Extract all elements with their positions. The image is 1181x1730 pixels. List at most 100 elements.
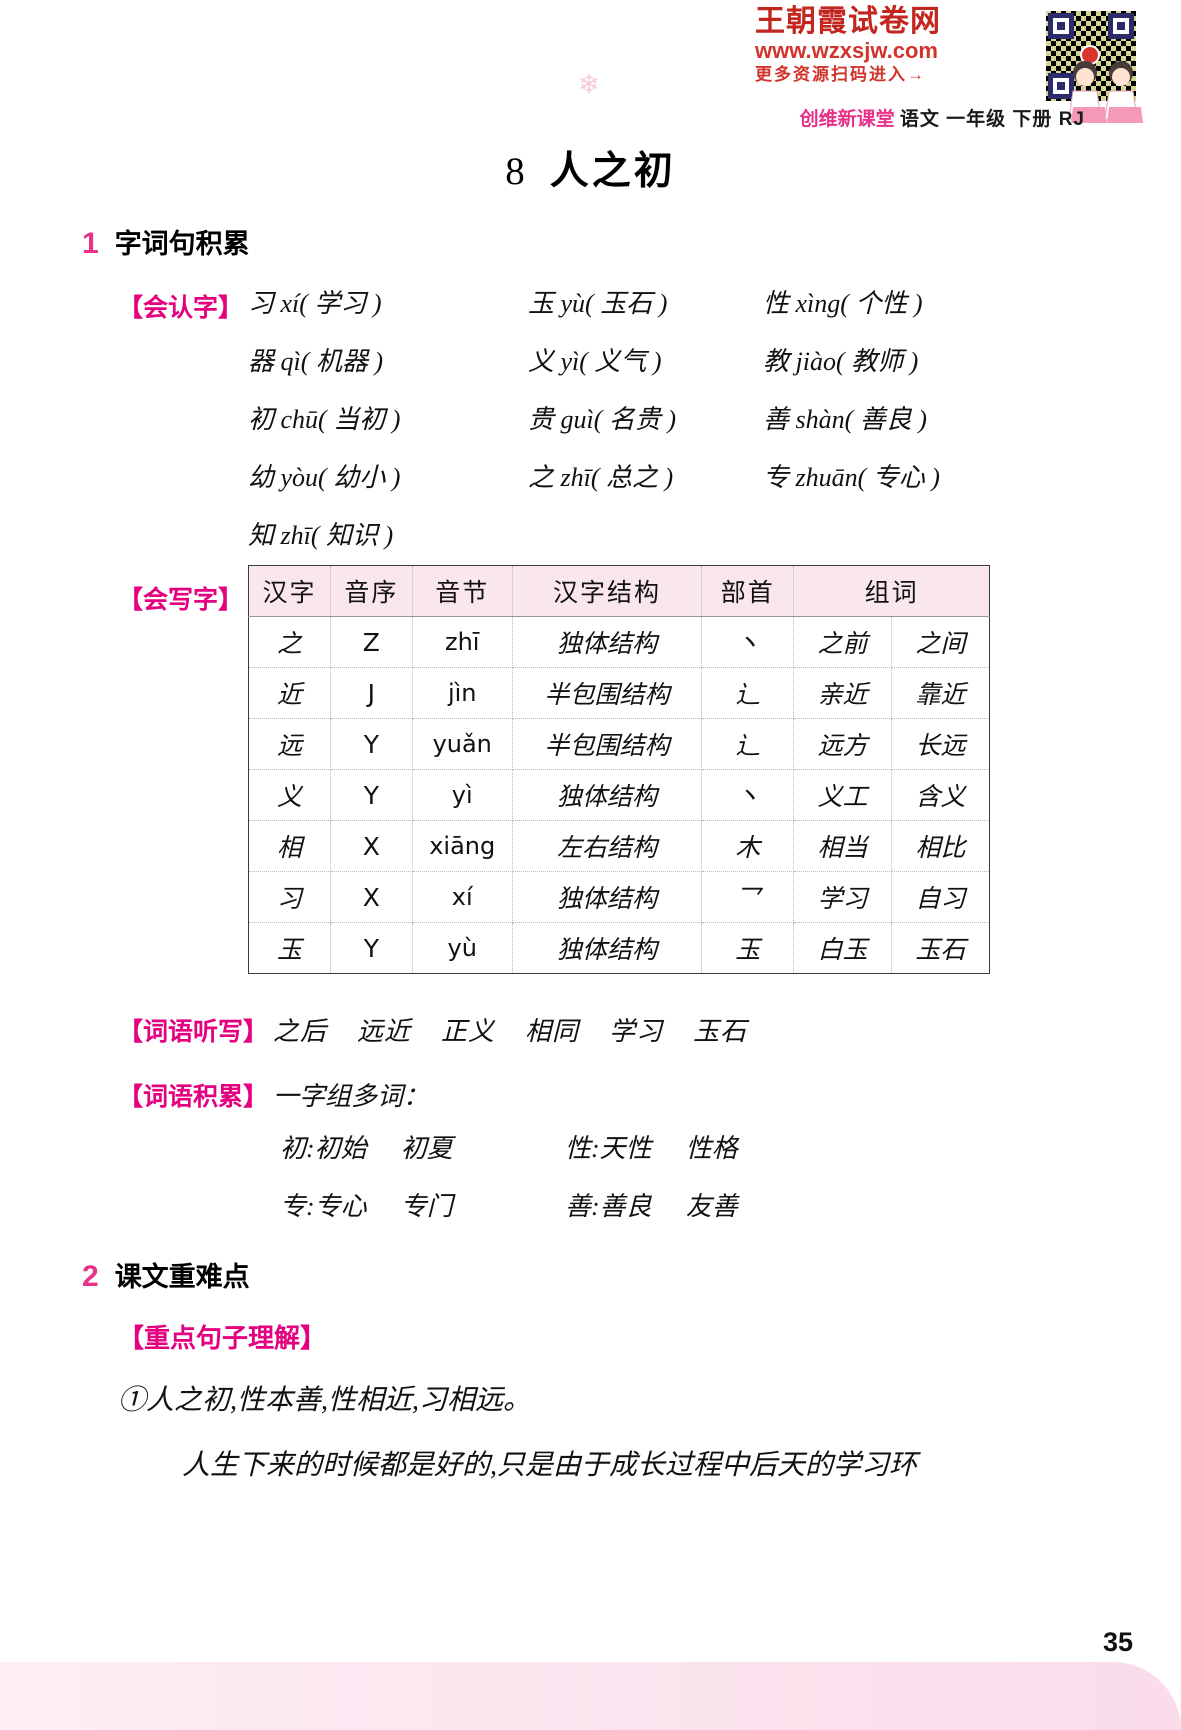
cell-zuci-1: 亲近 <box>793 667 893 719</box>
cell-jiegou: 独体结构 <box>511 922 703 974</box>
cell-bushou: 丶 <box>701 769 795 821</box>
cell-zuci-2: 玉石 <box>891 922 990 974</box>
cell-jiegou: 独体结构 <box>511 616 703 668</box>
lesson-number: 8 <box>505 150 528 193</box>
cell-yinxu: J <box>329 667 413 719</box>
cell-hanzi: 习 <box>248 871 331 923</box>
dictation-word: 之后 <box>273 1017 328 1046</box>
recognize-row: 幼 yòu( 幼小 ) 之 zhī( 总之 ) 专 zhuān( 专心 ) <box>248 457 1008 515</box>
section-1-number: 1 <box>82 227 99 260</box>
accumulate-left-head: 专: <box>280 1192 315 1221</box>
accumulate-left-word-1: 初始 <box>314 1134 367 1163</box>
key-sentence-explanation-1: 人生下来的时候都是好的,只是由于成长过程中后天的学习环 <box>182 1450 918 1481</box>
cell-hanzi: 近 <box>248 667 331 719</box>
cell-yinxu: Y <box>329 922 413 974</box>
cell-jiegou: 半包围结构 <box>511 667 703 719</box>
cell-yinjie: zhī <box>411 616 513 668</box>
lesson-title: 人之初 <box>549 150 676 193</box>
brand-block: 王朝霞试卷网 www.wzxsjw.com 更多资源扫码进入→ <box>755 6 1045 86</box>
table-row: 相 X xiāng 左右结构 木 相当 相比 <box>248 820 990 872</box>
cell-bushou: 玉 <box>701 922 795 974</box>
cell-yinxu: Y <box>329 769 413 821</box>
recognize-row: 器 qì( 机器 ) 义 yì( 义气 ) 教 jiào( 教师 ) <box>248 341 1008 399</box>
table-row: 义 Y yì 独体结构 丶 义工 含义 <box>248 769 990 821</box>
col-header-yinxu: 音序 <box>329 565 413 617</box>
cell-hanzi: 玉 <box>248 922 331 974</box>
recognize-chars-tag: 【会认字】 <box>118 294 244 322</box>
dictation-word: 相同 <box>525 1017 580 1046</box>
accumulate-left-word-2: 初夏 <box>400 1134 453 1163</box>
cell-yinxu: Y <box>329 718 413 770</box>
cell-zuci-2: 含义 <box>891 769 990 821</box>
table-row: 近 J jìn 半包围结构 辶 亲近 靠近 <box>248 667 990 719</box>
accumulate-lead: 一字组多词： <box>273 1082 430 1111</box>
cell-zuci-1: 远方 <box>793 718 893 770</box>
recognize-item: 玉 yù( 玉石 ) <box>528 289 668 318</box>
cell-zuci-2: 长远 <box>891 718 990 770</box>
cell-hanzi: 之 <box>248 616 331 668</box>
table-row: 之 Z zhī 独体结构 丶 之前 之间 <box>248 616 990 668</box>
cell-yinxu: X <box>329 871 413 923</box>
recognize-item: 知 zhī( 知识 ) <box>248 521 394 550</box>
accumulate-right: 善:善良 友善 <box>565 1186 738 1223</box>
accumulate-row: 初:初始 初夏 性:天性 性格 <box>280 1128 980 1186</box>
cell-hanzi: 义 <box>248 769 331 821</box>
brand-subtitle: 更多资源扫码进入→ <box>755 64 926 84</box>
col-header-jiegou: 汉字结构 <box>511 565 703 617</box>
accumulate-right-head: 善: <box>565 1192 600 1221</box>
butterfly-decoration-icon: ❄ <box>578 70 600 99</box>
recognize-item: 习 xí( 学习 ) <box>248 289 382 318</box>
brand-url: www.wzxsjw.com <box>755 37 938 63</box>
dictation-word: 远近 <box>357 1017 412 1046</box>
table-header-row: 汉字 音序 音节 汉字结构 部首 组词 <box>248 565 990 617</box>
cell-bushou: 丶 <box>701 616 795 668</box>
accumulate-row: 专:专心 专门 善:善良 友善 <box>280 1186 980 1244</box>
accumulate-left-head: 初: <box>280 1134 315 1163</box>
cell-zuci-1: 之前 <box>793 616 893 668</box>
section-1-heading: 1 字词句积累 <box>82 222 250 261</box>
table-row: 习 X xí 独体结构 乛 学习 自习 <box>248 871 990 923</box>
accumulate-left-word-1: 专心 <box>314 1192 367 1221</box>
brand-name: 王朝霞试卷网 <box>755 5 941 38</box>
recognize-item: 贵 guì( 名贵 ) <box>528 405 677 434</box>
page-number: 35 <box>1102 1627 1133 1657</box>
recognize-item: 初 chū( 当初 ) <box>248 405 401 434</box>
recognize-chars-grid: 习 xí( 学习 ) 玉 yù( 玉石 ) 性 xìng( 个性 ) 器 qì(… <box>248 283 1008 573</box>
two-girls-illustration-icon <box>1068 61 1143 123</box>
section-1-title: 字词句积累 <box>114 229 250 259</box>
recognize-item: 善 shàn( 善良 ) <box>763 405 927 434</box>
cell-yinxu: X <box>329 820 413 872</box>
recognize-item: 器 qì( 机器 ) <box>248 347 384 376</box>
recognize-item: 义 yì( 义气 ) <box>528 347 662 376</box>
cell-jiegou: 半包围结构 <box>511 718 703 770</box>
section-2-number: 2 <box>82 1260 99 1293</box>
key-sentence-1: ①人之初,性本善,性相近,习相远。 <box>118 1385 532 1416</box>
col-header-hanzi: 汉字 <box>248 565 331 617</box>
cell-yinjie: yù <box>411 922 513 974</box>
cell-hanzi: 远 <box>248 718 331 770</box>
cell-yinjie: yuǎn <box>411 718 513 770</box>
dictation-tag: 【词语听写】 <box>118 1018 269 1046</box>
dictation-word: 玉石 <box>693 1017 748 1046</box>
cell-zuci-1: 白玉 <box>793 922 893 974</box>
cell-jiegou: 独体结构 <box>511 871 703 923</box>
dictation-word: 学习 <box>609 1017 664 1046</box>
accumulate-right: 性:天性 性格 <box>565 1128 738 1165</box>
col-header-zuci: 组词 <box>793 565 990 617</box>
section-2-heading: 2 课文重难点 <box>82 1255 250 1294</box>
cell-zuci-1: 义工 <box>793 769 893 821</box>
dictation-word: 正义 <box>441 1017 496 1046</box>
cell-zuci-1: 学习 <box>793 871 893 923</box>
cell-yinjie: yì <box>411 769 513 821</box>
cell-zuci-2: 靠近 <box>891 667 990 719</box>
cell-yinjie: jìn <box>411 667 513 719</box>
cell-hanzi: 相 <box>248 820 331 872</box>
book-meta: 语文 一年级 下册 RJ <box>899 109 1085 130</box>
recognize-row: 习 xí( 学习 ) 玉 yù( 玉石 ) 性 xìng( 个性 ) <box>248 283 1008 341</box>
page-title: 8 人之初 <box>0 140 1181 196</box>
cell-yinjie: xiāng <box>411 820 513 872</box>
write-chars-table: 汉字 音序 音节 汉字结构 部首 组词 之 Z zhī 独体结构 丶 之前 之间… <box>248 565 990 974</box>
cell-yinjie: xí <box>411 871 513 923</box>
cell-bushou: 辶 <box>701 718 795 770</box>
cell-bushou: 乛 <box>701 871 795 923</box>
